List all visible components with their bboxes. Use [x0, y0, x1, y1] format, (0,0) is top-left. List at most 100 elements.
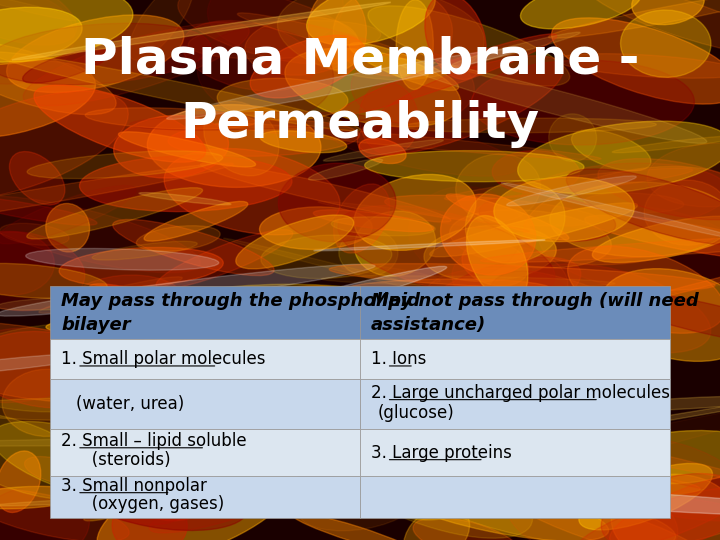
Ellipse shape	[585, 215, 720, 262]
Ellipse shape	[520, 163, 720, 230]
Text: 3. Large proteins: 3. Large proteins	[371, 444, 512, 462]
Ellipse shape	[205, 341, 485, 401]
Ellipse shape	[549, 0, 720, 38]
Ellipse shape	[321, 431, 533, 538]
Ellipse shape	[24, 456, 85, 484]
Ellipse shape	[260, 131, 347, 153]
Ellipse shape	[584, 193, 684, 213]
FancyBboxPatch shape	[360, 379, 670, 429]
Ellipse shape	[0, 0, 74, 84]
Ellipse shape	[0, 264, 107, 299]
Ellipse shape	[329, 264, 715, 291]
Ellipse shape	[0, 422, 177, 504]
Ellipse shape	[456, 154, 541, 222]
Ellipse shape	[354, 423, 483, 490]
Ellipse shape	[494, 177, 634, 241]
Ellipse shape	[438, 486, 720, 517]
Ellipse shape	[22, 49, 109, 83]
Ellipse shape	[156, 230, 293, 289]
Ellipse shape	[490, 271, 572, 321]
Ellipse shape	[368, 6, 570, 86]
Ellipse shape	[0, 197, 97, 225]
Ellipse shape	[292, 512, 418, 540]
Ellipse shape	[338, 206, 555, 299]
Ellipse shape	[78, 342, 389, 378]
Ellipse shape	[423, 268, 652, 370]
Ellipse shape	[79, 156, 292, 212]
Ellipse shape	[88, 464, 190, 525]
Ellipse shape	[492, 151, 580, 194]
Ellipse shape	[0, 232, 54, 295]
Ellipse shape	[113, 219, 274, 275]
Ellipse shape	[582, 396, 720, 411]
Ellipse shape	[621, 10, 711, 77]
Ellipse shape	[354, 317, 545, 400]
Ellipse shape	[64, 275, 186, 336]
Ellipse shape	[333, 410, 641, 437]
Ellipse shape	[261, 235, 392, 279]
Ellipse shape	[339, 229, 398, 276]
Ellipse shape	[173, 286, 366, 394]
Ellipse shape	[12, 2, 391, 60]
Ellipse shape	[384, 195, 599, 226]
Ellipse shape	[167, 284, 398, 323]
Ellipse shape	[608, 258, 720, 309]
Ellipse shape	[416, 402, 608, 463]
Ellipse shape	[610, 464, 720, 540]
Ellipse shape	[130, 112, 369, 130]
Ellipse shape	[285, 49, 461, 127]
Text: May pass through the phospholipid
bilayer: May pass through the phospholipid bilaye…	[61, 292, 420, 334]
Ellipse shape	[550, 182, 720, 257]
Ellipse shape	[0, 323, 186, 412]
Ellipse shape	[182, 21, 315, 91]
Ellipse shape	[298, 477, 419, 531]
Ellipse shape	[354, 174, 476, 251]
Ellipse shape	[69, 461, 248, 530]
Ellipse shape	[647, 143, 720, 207]
Ellipse shape	[513, 350, 635, 395]
Ellipse shape	[598, 387, 642, 422]
Ellipse shape	[215, 123, 601, 160]
Ellipse shape	[399, 406, 460, 426]
Ellipse shape	[238, 332, 631, 384]
Ellipse shape	[312, 310, 402, 348]
Ellipse shape	[472, 406, 720, 482]
Ellipse shape	[276, 372, 420, 417]
Ellipse shape	[442, 284, 638, 372]
Ellipse shape	[250, 35, 364, 98]
Ellipse shape	[567, 246, 720, 333]
Ellipse shape	[114, 116, 228, 178]
Ellipse shape	[456, 398, 606, 485]
Ellipse shape	[0, 264, 375, 316]
Ellipse shape	[539, 205, 720, 292]
Ellipse shape	[139, 193, 231, 205]
Ellipse shape	[391, 444, 490, 485]
Ellipse shape	[188, 21, 381, 59]
Text: 3. Small nonpolar: 3. Small nonpolar	[61, 477, 207, 495]
Ellipse shape	[0, 23, 210, 85]
Ellipse shape	[81, 305, 216, 382]
Ellipse shape	[378, 372, 601, 473]
Ellipse shape	[0, 196, 200, 273]
Ellipse shape	[518, 121, 720, 194]
Ellipse shape	[238, 13, 414, 58]
Ellipse shape	[501, 183, 720, 240]
Ellipse shape	[446, 194, 569, 240]
Ellipse shape	[321, 276, 615, 287]
Ellipse shape	[0, 52, 361, 131]
Ellipse shape	[39, 277, 182, 313]
Ellipse shape	[359, 83, 418, 155]
Ellipse shape	[644, 180, 720, 245]
Ellipse shape	[314, 240, 545, 251]
Ellipse shape	[0, 332, 122, 408]
Ellipse shape	[105, 432, 215, 519]
Ellipse shape	[505, 422, 644, 496]
Ellipse shape	[359, 138, 406, 164]
Ellipse shape	[452, 245, 568, 315]
FancyBboxPatch shape	[50, 339, 360, 379]
Ellipse shape	[0, 224, 69, 245]
Ellipse shape	[129, 0, 194, 60]
Ellipse shape	[0, 322, 142, 402]
Ellipse shape	[27, 187, 202, 239]
Ellipse shape	[521, 0, 642, 29]
